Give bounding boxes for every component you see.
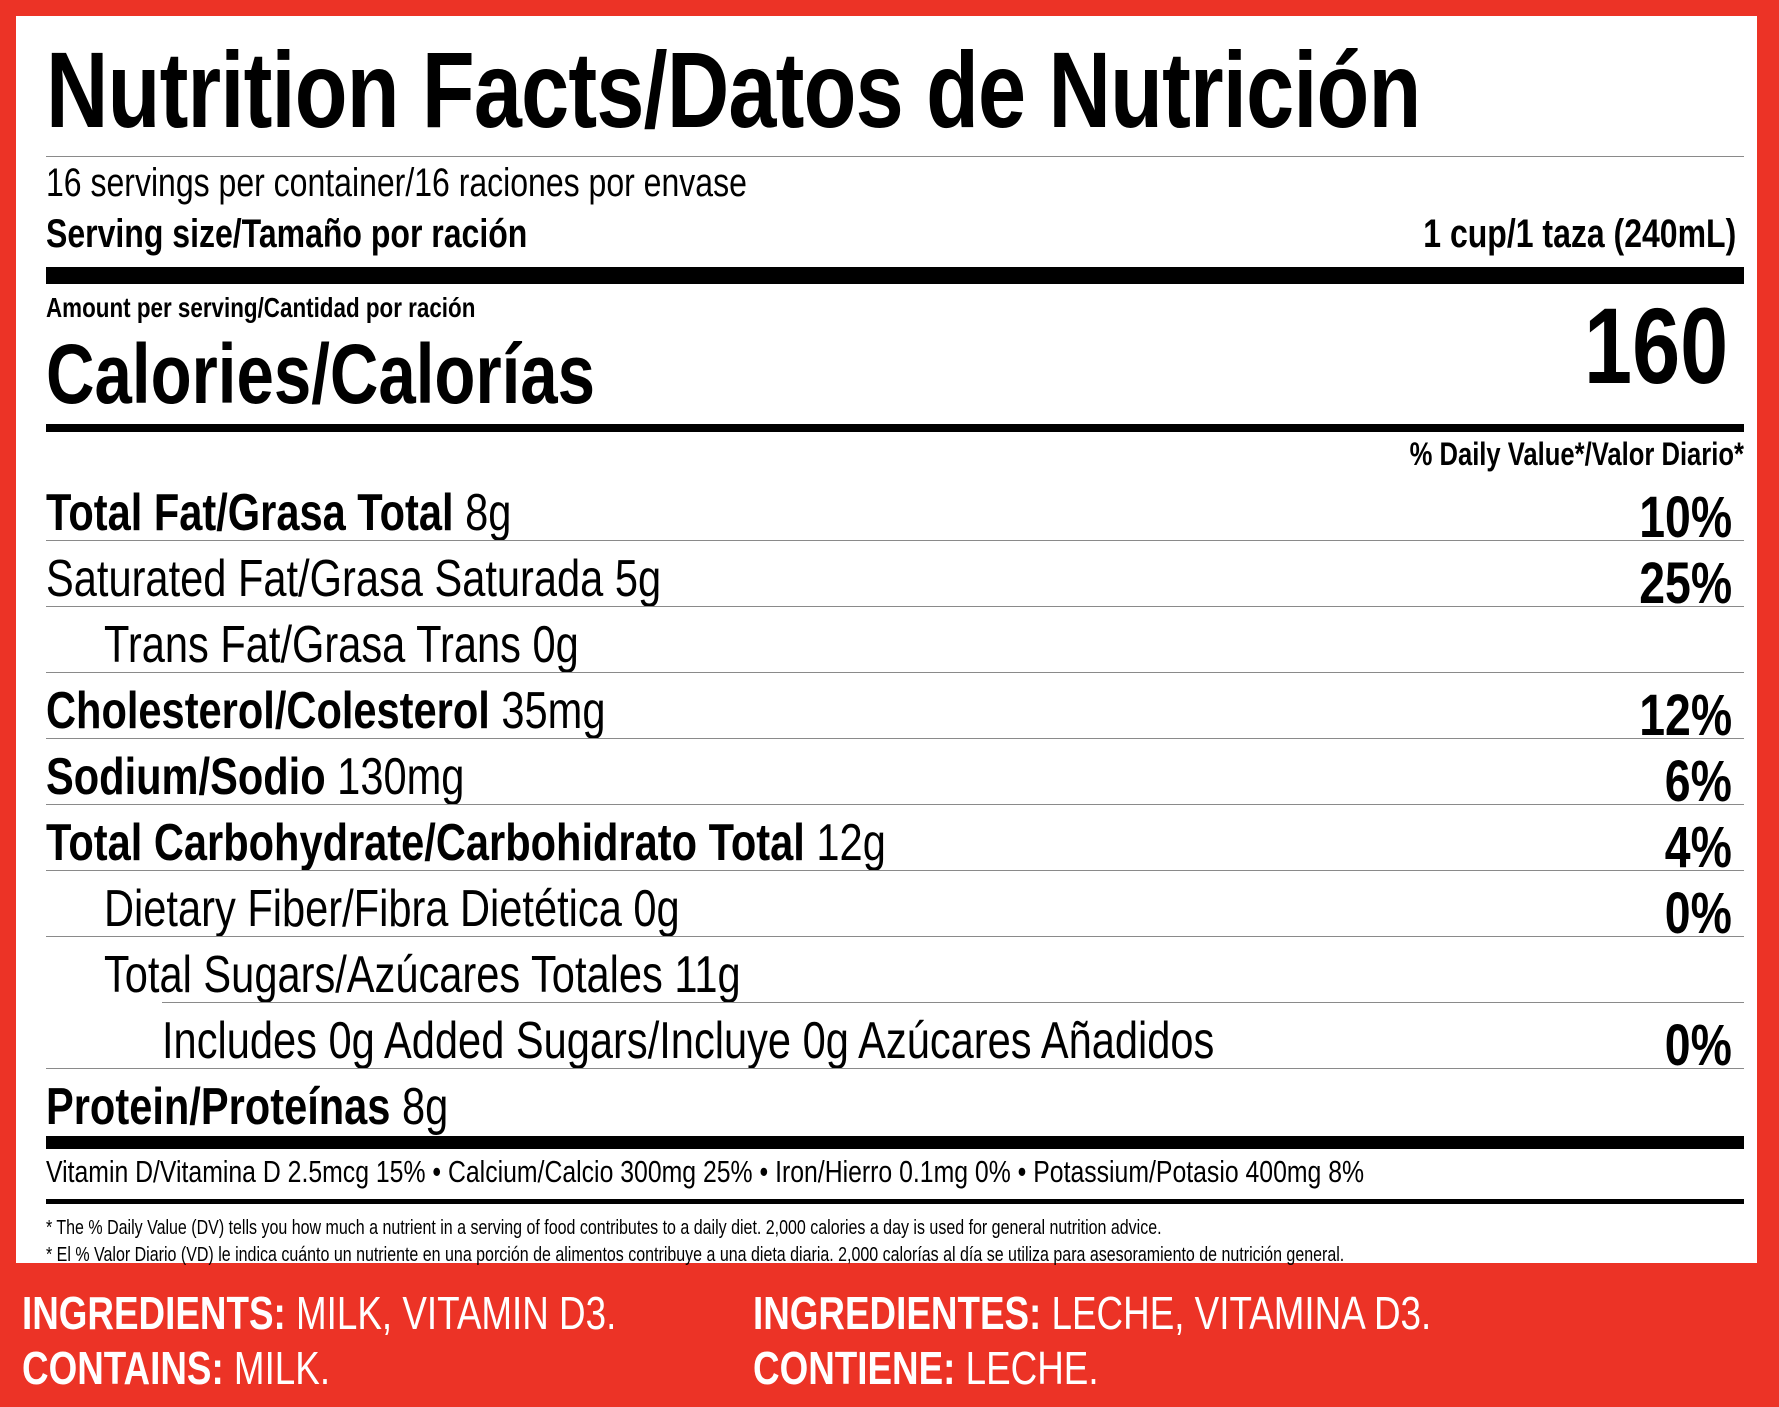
nutrient-dv: 6%	[1664, 749, 1732, 814]
vitamins-minerals-line: Vitamin D/Vitamina D 2.5mcg 15% • Calciu…	[46, 1154, 1365, 1189]
nutrient-name: Cholesterol/Colesterol	[46, 682, 490, 740]
nutrient-row-saturated-fat: Saturated Fat/Grasa Saturada 5g 25%	[46, 541, 1744, 613]
nutrient-name: Trans Fat/Grasa Trans 0g	[104, 616, 579, 674]
ingredients-english: INGREDIENTS: MILK, VITAMIN D3.	[22, 1290, 765, 1336]
nutrient-row-total-carbohydrate: Total Carbohydrate/Carbohidrato Total 12…	[46, 805, 1744, 877]
ingredients-spanish: INGREDIENTES: LECHE, VITAMINA D3.	[753, 1290, 1601, 1336]
divider	[46, 804, 1744, 805]
nutrient-name: Saturated Fat/Grasa Saturada 5g	[46, 550, 662, 608]
contains-spanish: CONTIENE: LECHE.	[753, 1345, 1185, 1391]
nutrient-name: Total Carbohydrate/Carbohidrato Total	[46, 814, 805, 872]
ingredients-text: LECHE, VITAMINA D3.	[1041, 1287, 1432, 1339]
nutrient-dv: 4%	[1664, 815, 1732, 880]
label-title: Nutrition Facts/Datos de Nutrición	[46, 29, 1421, 150]
nutrient-row-total-sugars: Total Sugars/Azúcares Totales 11g	[46, 937, 1744, 1003]
divider	[46, 156, 1744, 157]
nutrient-amount: 12g	[804, 814, 886, 872]
nutrient-amount: 35mg	[489, 682, 606, 740]
calories-label: Calories/Calorías	[46, 327, 596, 421]
ingredients-label: INGREDIENTES:	[753, 1287, 1042, 1339]
nutrient-dv: 10%	[1639, 485, 1732, 550]
nutrient-row-dietary-fiber: Dietary Fiber/Fibra Dietética 0g 0%	[46, 871, 1744, 943]
nutrient-amount: 8g	[390, 1078, 449, 1136]
nutrient-dv: 0%	[1664, 881, 1732, 946]
nutrient-name: Includes 0g Added Sugars/Incluye 0g Azúc…	[162, 1012, 1215, 1070]
contains-label: CONTIENE:	[753, 1342, 956, 1394]
nutrient-row-sodium: Sodium/Sodio 130mg 6%	[46, 739, 1744, 811]
footnote-english: * The % Daily Value (DV) tells you how m…	[46, 1217, 1162, 1239]
contains-text: MILK.	[223, 1342, 331, 1394]
divider	[46, 738, 1744, 739]
contains-text: LECHE.	[955, 1342, 1099, 1394]
calories-value: 160	[1583, 285, 1728, 406]
nutrient-dv: 25%	[1639, 551, 1732, 616]
serving-size-label: Serving size/Tamaño por ración	[46, 212, 528, 256]
medium-divider	[46, 424, 1744, 432]
divider	[46, 1068, 1744, 1069]
divider	[46, 606, 1744, 607]
nutrient-dv: 12%	[1639, 683, 1732, 748]
contains-label: CONTAINS:	[22, 1342, 224, 1394]
contains-english: CONTAINS: MILK.	[22, 1345, 407, 1391]
servings-per-container: 16 servings per container/16 raciones po…	[46, 161, 747, 205]
nutrient-row-cholesterol: Cholesterol/Colesterol 35mg 12%	[46, 673, 1744, 745]
nutrient-row-total-fat: Total Fat/Grasa Total 8g 10%	[46, 475, 1744, 547]
divider	[46, 936, 1744, 937]
nutrient-name: Protein/Proteínas	[46, 1078, 391, 1136]
nutrient-row-added-sugars: Includes 0g Added Sugars/Incluye 0g Azúc…	[46, 1003, 1744, 1075]
medium-divider	[46, 1199, 1744, 1204]
thick-divider	[46, 267, 1744, 284]
nutrient-amount: 8g	[453, 484, 512, 542]
daily-value-header: % Daily Value*/Valor Diario*	[1409, 436, 1744, 472]
ingredients-label: INGREDIENTS:	[22, 1287, 286, 1339]
nutrient-name: Sodium/Sodio	[46, 748, 326, 806]
ingredients-text: MILK, VITAMIN D3.	[285, 1287, 617, 1339]
amount-per-serving: Amount per serving/Cantidad por ración	[46, 292, 476, 323]
divider	[46, 540, 1744, 541]
nutrient-amount: 130mg	[325, 748, 465, 806]
nutrient-row-protein: Protein/Proteínas 8g	[46, 1069, 1744, 1135]
nutrition-facts-panel: Nutrition Facts/Datos de Nutrición 16 se…	[16, 16, 1757, 1266]
serving-size-value: 1 cup/1 taza (240mL)	[1423, 212, 1736, 256]
nutrient-name: Dietary Fiber/Fibra Dietética 0g	[104, 880, 680, 938]
nutrient-dv: 0%	[1664, 1013, 1732, 1078]
nutrient-row-trans-fat: Trans Fat/Grasa Trans 0g	[46, 607, 1744, 673]
divider	[162, 1002, 1744, 1003]
divider	[46, 672, 1744, 673]
thick-divider	[46, 1136, 1744, 1149]
divider	[46, 870, 1744, 871]
footnote-spanish: * El % Valor Diario (VD) le indica cuánt…	[46, 1244, 1345, 1266]
nutrient-name: Total Fat/Grasa Total	[46, 484, 454, 542]
nutrient-name: Total Sugars/Azúcares Totales 11g	[104, 946, 741, 1004]
